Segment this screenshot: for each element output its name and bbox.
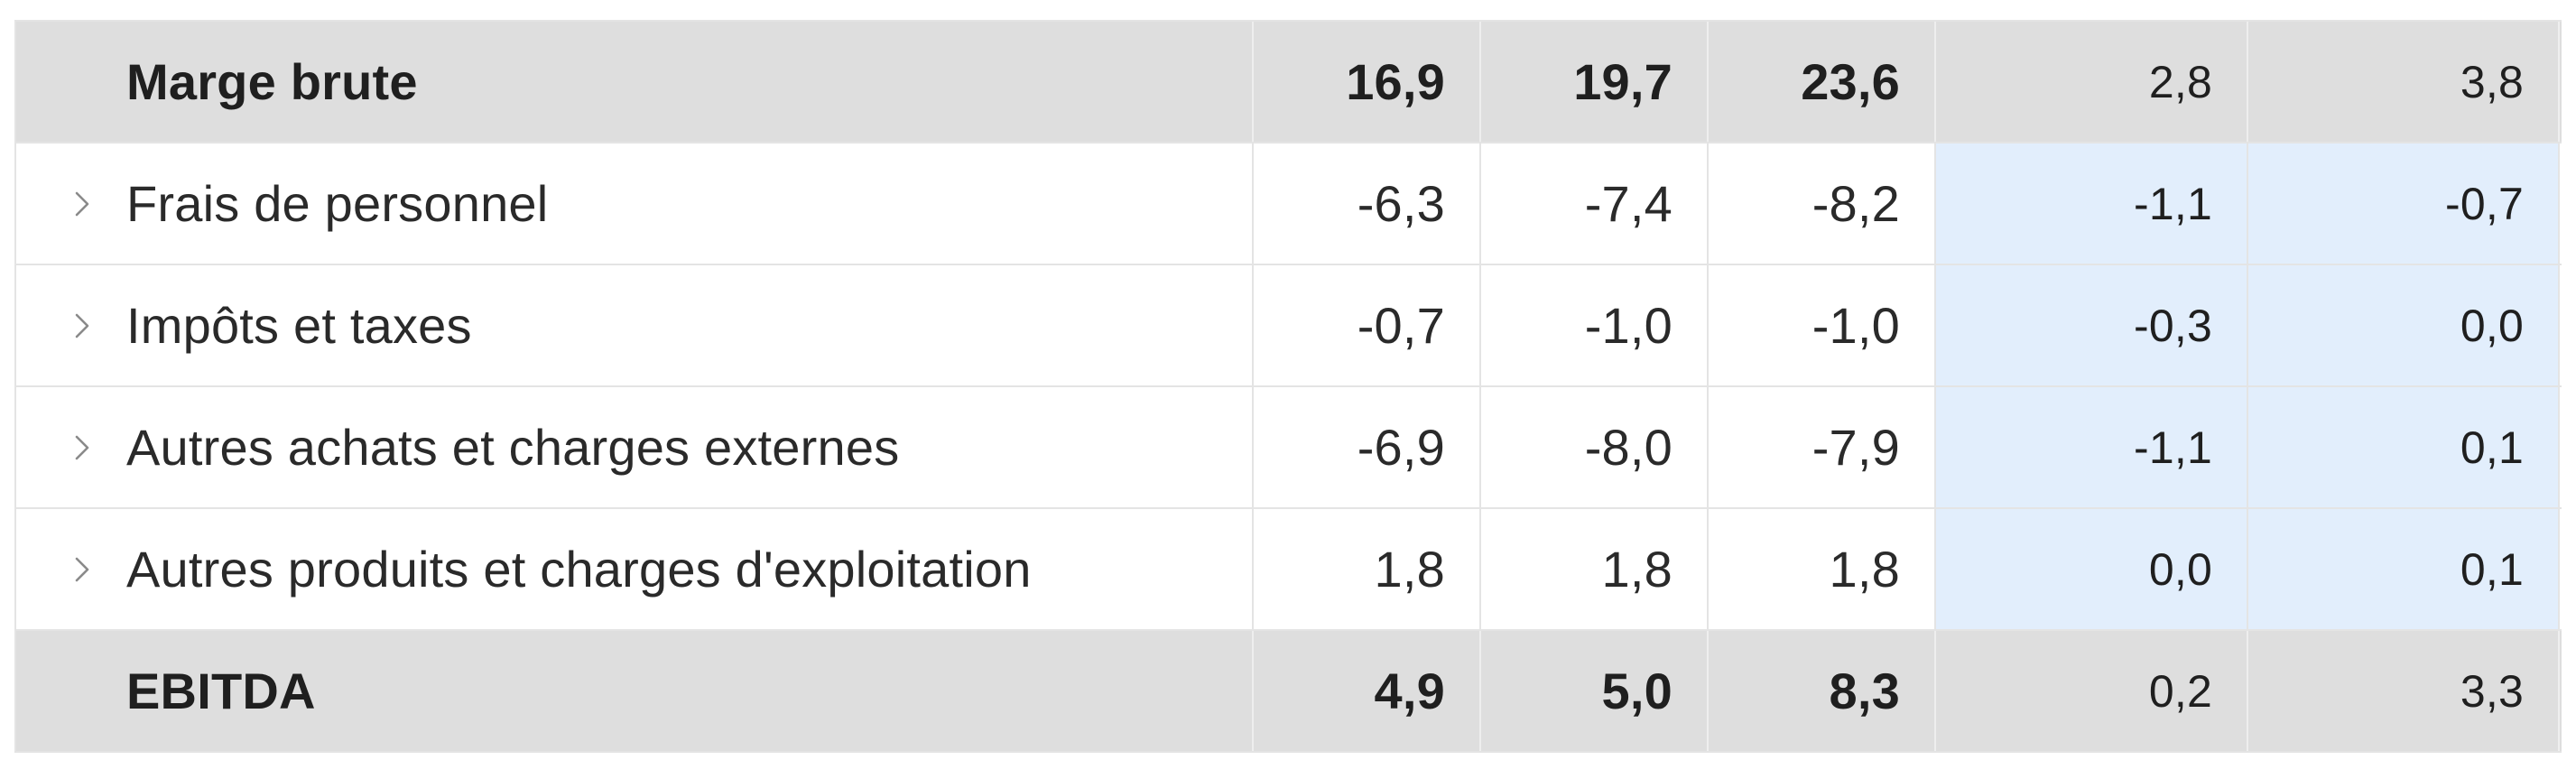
variance-cell-1: -0,3 [1936, 265, 2248, 385]
value-cell-3: 23,6 [1709, 22, 1936, 142]
row-label-cell: Marge brute [16, 22, 1254, 142]
value-cell-1: -6,9 [1254, 387, 1481, 507]
value-cell-1: -0,7 [1254, 265, 1481, 385]
table-row-marge-brute: Marge brute 16,9 19,7 23,6 2,8 3,8 [16, 22, 2562, 144]
variance-cell-2: -0,7 [2248, 144, 2560, 264]
value-cell-3: -1,0 [1709, 265, 1936, 385]
value-cell-1: 16,9 [1254, 22, 1481, 142]
pnl-table: Marge brute 16,9 19,7 23,6 2,8 3,8 Frais… [14, 20, 2562, 753]
row-label: Marge brute [126, 53, 418, 110]
value-cell-1: 1,8 [1254, 509, 1481, 629]
variance-cell-2: 3,8 [2248, 22, 2560, 142]
value-cell-1: 4,9 [1254, 631, 1481, 751]
value-cell-2: 1,8 [1481, 509, 1709, 629]
variance-cell-1: -1,1 [1936, 144, 2248, 264]
value-cell-2: -8,0 [1481, 387, 1709, 507]
variance-cell-2: 0,1 [2248, 509, 2560, 629]
value-cell-3: 8,3 [1709, 631, 1936, 751]
variance-cell-1: 0,2 [1936, 631, 2248, 751]
value-cell-2: -1,0 [1481, 265, 1709, 385]
row-label-cell: EBITDA [16, 631, 1254, 751]
row-label: Impôts et taxes [126, 297, 472, 354]
value-cell-3: -7,9 [1709, 387, 1936, 507]
row-label-cell: Impôts et taxes [16, 265, 1254, 385]
row-label: Autres produits et charges d'exploitatio… [126, 541, 1032, 598]
table-row-autres-produits[interactable]: Autres produits et charges d'exploitatio… [16, 509, 2562, 631]
row-label-cell: Frais de personnel [16, 144, 1254, 264]
row-label-cell: Autres produits et charges d'exploitatio… [16, 509, 1254, 629]
value-cell-1: -6,3 [1254, 144, 1481, 264]
chevron-right-icon[interactable] [69, 434, 96, 461]
value-cell-2: 19,7 [1481, 22, 1709, 142]
value-cell-2: 5,0 [1481, 631, 1709, 751]
variance-cell-1: 2,8 [1936, 22, 2248, 142]
table-row-ebitda: EBITDA 4,9 5,0 8,3 0,2 3,3 [16, 631, 2562, 753]
variance-cell-2: 0,0 [2248, 265, 2560, 385]
row-label-cell: Autres achats et charges externes [16, 387, 1254, 507]
table-row-autres-achats[interactable]: Autres achats et charges externes -6,9 -… [16, 387, 2562, 509]
table-row-impots-et-taxes[interactable]: Impôts et taxes -0,7 -1,0 -1,0 -0,3 0,0 [16, 265, 2562, 387]
chevron-right-icon[interactable] [69, 312, 96, 339]
variance-cell-1: -1,1 [1936, 387, 2248, 507]
row-label: Frais de personnel [126, 175, 549, 232]
chevron-right-icon[interactable] [69, 556, 96, 583]
variance-cell-2: 3,3 [2248, 631, 2560, 751]
value-cell-3: -8,2 [1709, 144, 1936, 264]
row-label: Autres achats et charges externes [126, 419, 900, 476]
variance-cell-1: 0,0 [1936, 509, 2248, 629]
variance-cell-2: 0,1 [2248, 387, 2560, 507]
value-cell-3: 1,8 [1709, 509, 1936, 629]
value-cell-2: -7,4 [1481, 144, 1709, 264]
table-row-frais-de-personnel[interactable]: Frais de personnel -6,3 -7,4 -8,2 -1,1 -… [16, 144, 2562, 265]
chevron-right-icon[interactable] [69, 190, 96, 218]
row-label: EBITDA [126, 663, 316, 719]
